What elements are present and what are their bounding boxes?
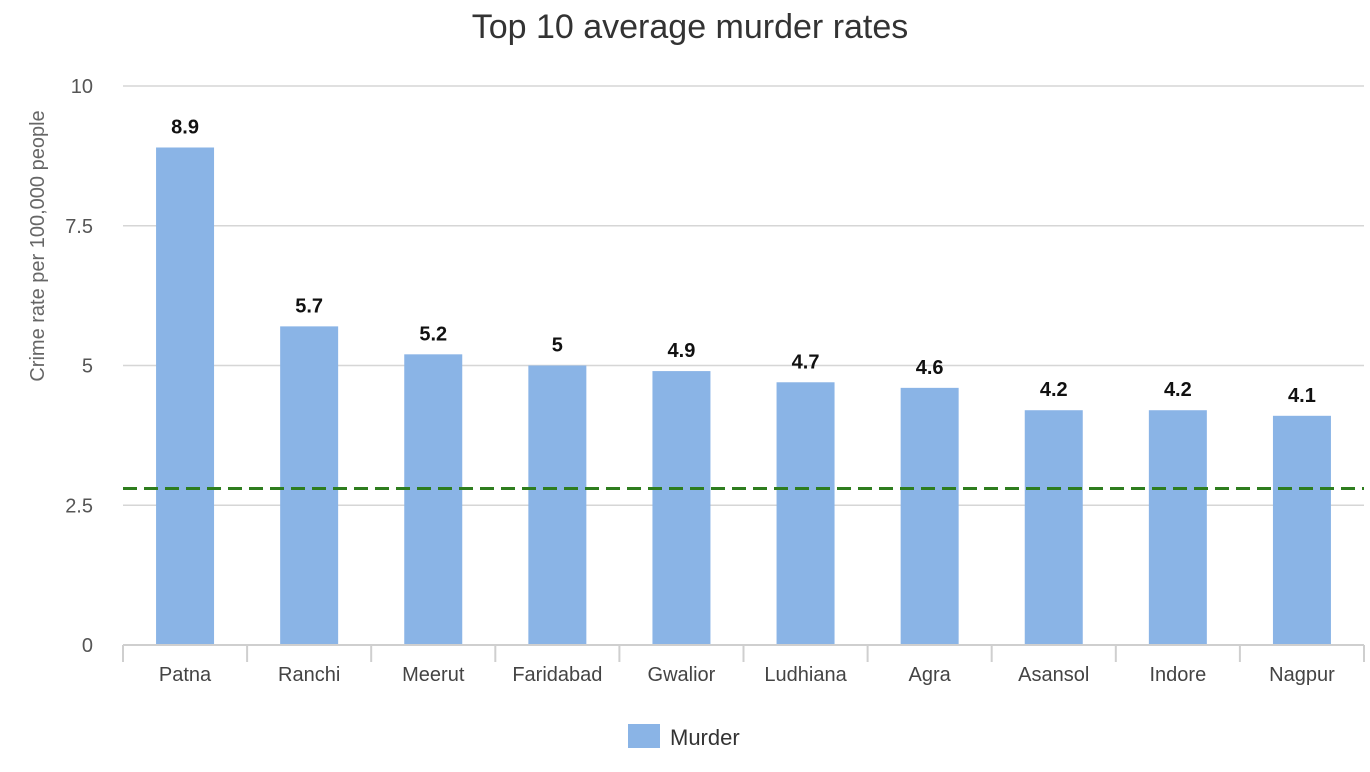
data-label: 5.7 bbox=[295, 295, 323, 317]
data-label: 5.2 bbox=[419, 323, 447, 345]
data-label: 4.2 bbox=[1164, 379, 1192, 401]
x-tick-label: Ranchi bbox=[278, 664, 340, 686]
x-tick-label: Faridabad bbox=[512, 664, 602, 686]
x-axis bbox=[122, 644, 1365, 662]
chart-title: Top 10 average murder rates bbox=[472, 8, 909, 46]
y-axis-ticks: 0 2.5 5 7.5 10 bbox=[65, 76, 93, 657]
bar-gwalior bbox=[652, 371, 711, 645]
y-tick-label: 5 bbox=[82, 356, 93, 378]
legend: Murder bbox=[628, 724, 740, 750]
bars bbox=[156, 147, 1331, 646]
x-tick-label: Ludhiana bbox=[764, 664, 847, 686]
bar-nagpur bbox=[1272, 415, 1331, 645]
x-tick-label: Gwalior bbox=[648, 664, 716, 686]
x-tick-label: Indore bbox=[1149, 664, 1206, 686]
y-axis-label: Crime rate per 100,000 people bbox=[27, 110, 49, 381]
data-label: 4.9 bbox=[668, 340, 696, 362]
x-axis-ticks: Patna Ranchi Meerut Faridabad Gwalior Ludhian… bbox=[159, 664, 1335, 686]
data-label: 5 bbox=[552, 335, 563, 357]
data-label: 4.7 bbox=[792, 351, 820, 373]
x-tick-label: Agra bbox=[909, 664, 952, 686]
y-tick-label: 10 bbox=[71, 76, 93, 98]
data-label: 4.1 bbox=[1288, 385, 1316, 407]
data-labels: 8.9 5.7 5.2 5 4.9 4.7 4.6 4.2 4.2 4.1 bbox=[171, 116, 1316, 406]
bar-agra bbox=[900, 387, 959, 645]
bar-ludhiana bbox=[776, 382, 835, 645]
bar-indore bbox=[1148, 410, 1207, 645]
legend-label-murder: Murder bbox=[670, 725, 740, 750]
data-label: 8.9 bbox=[171, 116, 199, 138]
x-tick-label: Nagpur bbox=[1269, 664, 1335, 686]
bar-patna bbox=[156, 147, 215, 646]
bar-asansol bbox=[1024, 410, 1083, 645]
y-tick-label: 7.5 bbox=[65, 216, 93, 238]
bar-meerut bbox=[404, 354, 463, 645]
y-tick-label: 0 bbox=[82, 635, 93, 657]
x-tick-label: Asansol bbox=[1018, 664, 1089, 686]
y-tick-label: 2.5 bbox=[65, 495, 93, 517]
bar-ranchi bbox=[280, 326, 339, 645]
x-tick-label: Meerut bbox=[402, 664, 465, 686]
bar-faridabad bbox=[528, 365, 587, 645]
data-label: 4.6 bbox=[916, 357, 944, 379]
data-label: 4.2 bbox=[1040, 379, 1068, 401]
x-tick-label: Patna bbox=[159, 664, 212, 686]
legend-swatch-murder bbox=[628, 724, 660, 748]
